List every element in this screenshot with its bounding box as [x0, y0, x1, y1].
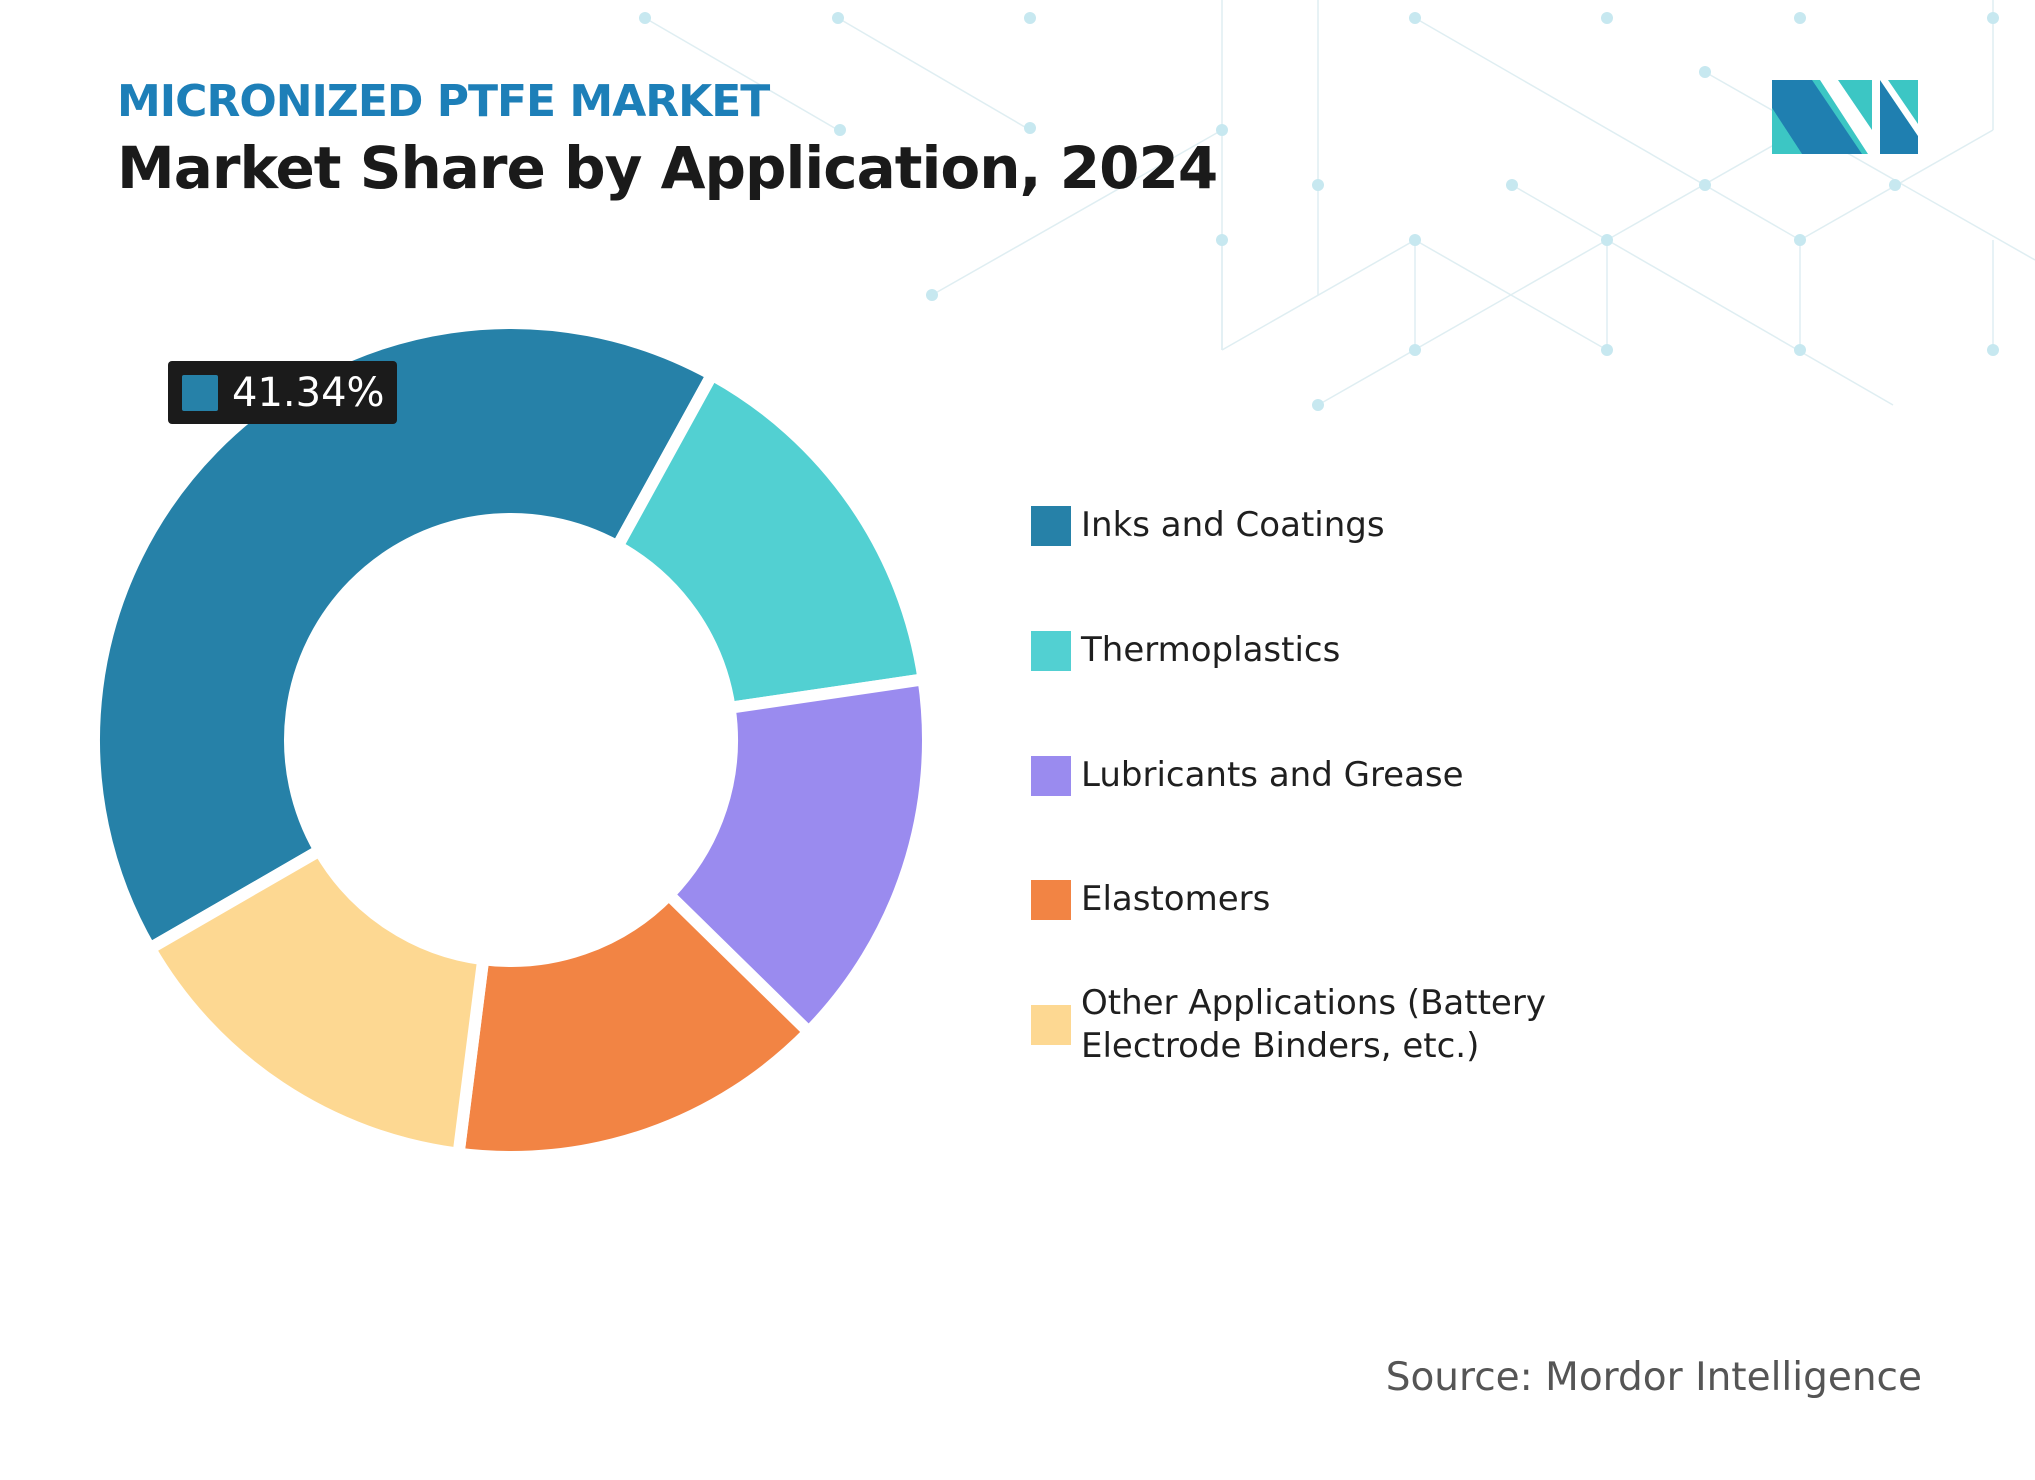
pattern-dot — [1987, 344, 1999, 356]
legend-label: Other Applications (Battery Electrode Bi… — [1081, 983, 1546, 1066]
pattern-line — [644, 17, 839, 131]
pattern-line — [931, 129, 1223, 296]
legend-label: Inks and Coatings — [1081, 505, 1385, 545]
chart-kicker: MICRONIZED PTFE MARKET — [117, 76, 770, 127]
pattern-dot — [1312, 399, 1324, 411]
pattern-line — [1317, 239, 1608, 406]
legend-label: Elastomers — [1081, 879, 1271, 919]
pattern-dot — [1601, 344, 1613, 356]
pattern-dot — [1409, 234, 1421, 246]
pattern-line — [1414, 17, 1801, 241]
legend-swatch — [1031, 755, 1071, 796]
legend-label: Thermoplastics — [1081, 630, 1341, 670]
donut-slice-elastomers — [451, 886, 818, 1163]
legend-item-lubricants-and-grease: Lubricants and Grease — [1031, 754, 1631, 797]
pattern-dot — [1699, 66, 1711, 78]
pattern-dot — [1601, 234, 1613, 246]
pattern-dot — [1794, 12, 1806, 24]
pattern-dot — [832, 12, 844, 24]
legend-swatch — [1031, 630, 1071, 671]
pattern-dot — [1024, 122, 1036, 134]
source-note: Source: Mordor Intelligence — [1385, 1355, 1922, 1400]
pattern-dot — [1506, 179, 1518, 191]
pattern-dot — [1699, 179, 1711, 191]
legend-item-inks-and-coatings: Inks and Coatings — [1031, 504, 1631, 547]
legend-swatch — [1031, 505, 1071, 546]
donut-slice-thermoplastics — [609, 366, 931, 715]
donut-chart — [88, 317, 934, 1163]
chart-title: Market Share by Application, 2024 — [117, 134, 1218, 202]
pattern-dot — [639, 12, 651, 24]
legend-item-elastomers: Elastomers — [1031, 878, 1631, 921]
pattern-dot — [1216, 234, 1228, 246]
mordor-logo-icon — [1772, 80, 1918, 154]
donut-slice-inks — [88, 317, 721, 957]
legend-item-thermoplastics: Thermoplastics — [1031, 629, 1631, 672]
pattern-dot — [926, 289, 938, 301]
pattern-line — [837, 17, 1031, 131]
data-label-inks-and-coatings: 41.34% — [168, 361, 397, 424]
legend-swatch — [1031, 1005, 1071, 1045]
legend-swatch — [1031, 879, 1071, 920]
donut-slice-other — [141, 842, 490, 1161]
pattern-dot — [1987, 12, 1999, 24]
pattern-line — [1511, 184, 1894, 406]
legend-item-other-applications: Other Applications (Battery Electrode Bi… — [1031, 982, 1631, 1068]
pattern-line — [1704, 71, 2035, 261]
pattern-dot — [1794, 234, 1806, 246]
callout-value: 41.34% — [232, 369, 385, 416]
pattern-dot — [834, 124, 846, 136]
donut-slice-lubricants — [660, 672, 934, 1041]
pattern-dot — [1216, 124, 1228, 136]
pattern-dot — [1024, 12, 1036, 24]
pattern-dot — [1794, 344, 1806, 356]
pattern-dot — [1409, 344, 1421, 356]
pattern-dot — [1889, 179, 1901, 191]
pattern-dot — [1409, 12, 1421, 24]
legend-label: Lubricants and Grease — [1081, 755, 1464, 795]
pattern-dot — [1312, 179, 1324, 191]
pattern-dot — [1601, 12, 1613, 24]
callout-swatch — [182, 374, 218, 411]
pattern-line — [1221, 239, 1416, 351]
